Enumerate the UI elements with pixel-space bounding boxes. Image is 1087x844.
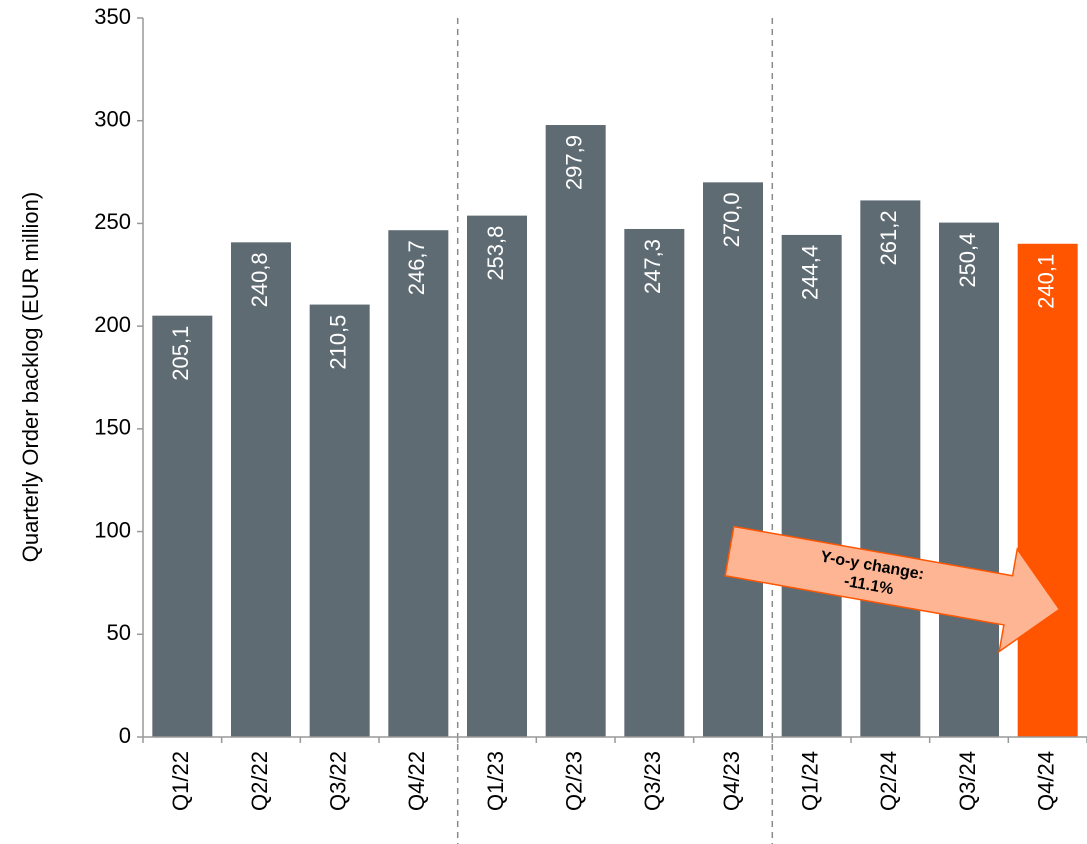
y-tick-label: 350 (94, 4, 131, 29)
x-tick-label: Q4/23 (719, 751, 744, 811)
x-tick-label: Q1/23 (483, 751, 508, 811)
bar (1017, 243, 1078, 738)
bar (781, 234, 842, 738)
x-tick-label: Q3/23 (640, 751, 665, 811)
x-tick-label: Q4/24 (1033, 751, 1058, 811)
x-tick-label: Q2/23 (561, 751, 586, 811)
y-axis-title: Quarterly Order backlog (EUR million) (18, 192, 43, 562)
value-label: 247,3 (640, 239, 665, 294)
x-tick-label: Q3/24 (955, 751, 980, 811)
bar (467, 215, 527, 737)
x-tick-label: Q3/22 (325, 751, 350, 811)
bar (388, 230, 449, 738)
bar (939, 222, 999, 737)
value-label: 297,9 (561, 135, 586, 190)
x-tick-label: Q2/22 (247, 751, 272, 811)
value-label: 250,4 (955, 233, 980, 288)
bar (624, 228, 685, 737)
value-label: 240,8 (247, 252, 272, 307)
value-label: 253,8 (483, 226, 508, 281)
y-tick-label: 50 (107, 620, 131, 645)
y-tick-label: 100 (94, 517, 131, 542)
bar (860, 200, 921, 737)
x-tick-label: Q4/22 (404, 751, 429, 811)
value-label: 261,2 (876, 210, 901, 265)
y-tick-label: 300 (94, 107, 131, 132)
arrow-shape (724, 525, 1061, 654)
value-label: 205,1 (168, 326, 193, 381)
y-tick-label: 250 (94, 209, 131, 234)
x-tick-label: Q2/24 (876, 751, 901, 811)
x-tick-label: Q1/24 (797, 751, 822, 811)
plot-area: 0 50 100 150 200 250 300 350 205,1 Q1/22 240,8 Q2/2… (94, 4, 1087, 811)
bar (231, 242, 291, 737)
value-label: 210,5 (325, 315, 350, 370)
y-tick-label: 150 (94, 415, 131, 440)
bar (309, 304, 370, 737)
y-tick-label: 200 (94, 312, 131, 337)
y-tick-label: 0 (119, 723, 131, 748)
x-tick-label: Q1/22 (168, 751, 193, 811)
value-label: 244,4 (797, 245, 822, 300)
bar (152, 315, 213, 737)
bar (545, 125, 606, 738)
bar (703, 182, 763, 738)
value-label: 246,7 (404, 240, 429, 295)
value-label: 270,0 (719, 192, 744, 247)
value-label: 240,1 (1033, 254, 1058, 309)
